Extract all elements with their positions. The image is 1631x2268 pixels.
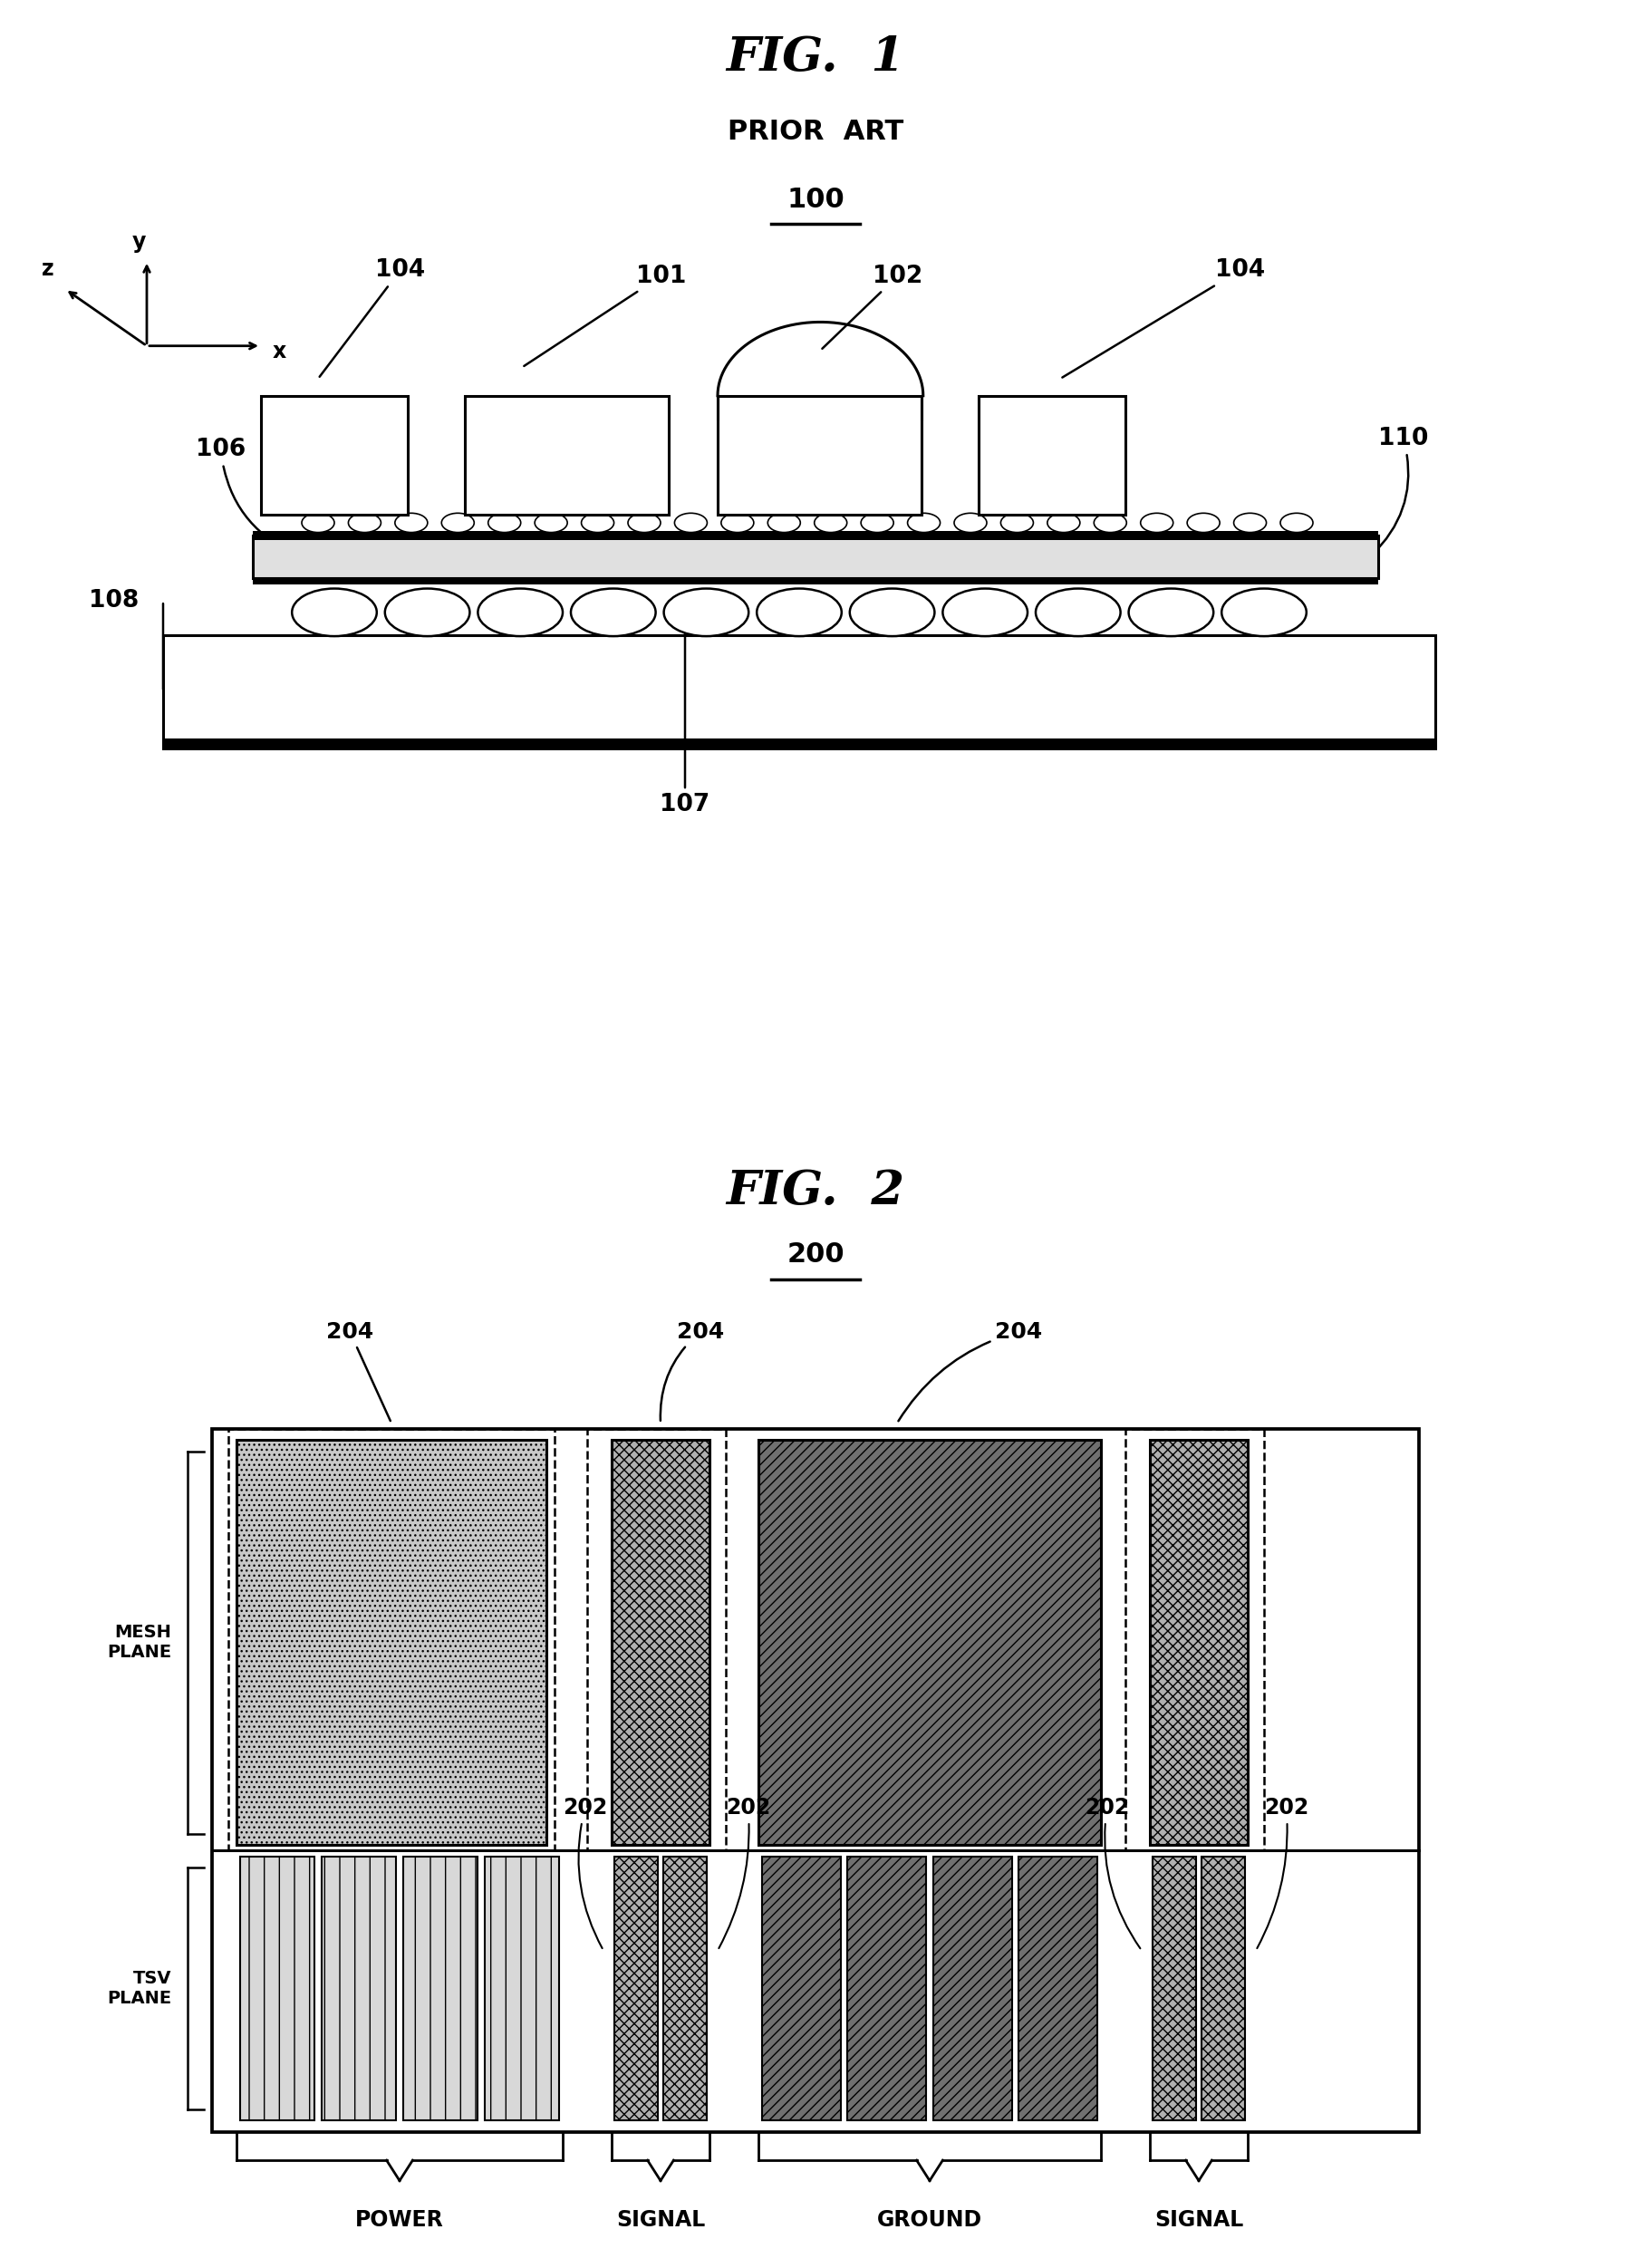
Bar <box>1151 1855 1196 2121</box>
Bar <box>261 397 408 515</box>
Text: 104: 104 <box>320 259 426 376</box>
Bar <box>240 1855 315 2121</box>
Text: SIGNAL: SIGNAL <box>1155 2209 1243 2232</box>
Text: 204: 204 <box>326 1320 390 1420</box>
Text: 202: 202 <box>1085 1796 1140 1948</box>
Ellipse shape <box>478 587 563 637</box>
Bar <box>228 1429 555 1851</box>
Ellipse shape <box>535 513 568 533</box>
Bar <box>933 1855 1011 2121</box>
Bar <box>1125 1429 1264 1851</box>
Bar <box>612 1440 709 1846</box>
Bar <box>718 397 922 515</box>
Ellipse shape <box>1222 587 1306 637</box>
Bar <box>163 739 1435 748</box>
Text: 104: 104 <box>1062 259 1266 376</box>
Bar <box>979 397 1125 515</box>
Text: 204: 204 <box>899 1320 1042 1422</box>
Text: 100: 100 <box>786 188 845 213</box>
Ellipse shape <box>1233 513 1266 533</box>
Text: SIGNAL: SIGNAL <box>617 2209 705 2232</box>
Ellipse shape <box>943 587 1028 637</box>
Bar <box>163 635 1435 748</box>
Text: 107: 107 <box>661 615 709 816</box>
Ellipse shape <box>302 513 334 533</box>
Ellipse shape <box>814 513 846 533</box>
Ellipse shape <box>1129 587 1213 637</box>
Text: 202: 202 <box>719 1796 770 1948</box>
Ellipse shape <box>349 513 382 533</box>
Ellipse shape <box>768 513 801 533</box>
Bar <box>1018 1855 1098 2121</box>
Ellipse shape <box>1187 513 1220 533</box>
Text: x: x <box>272 340 285 363</box>
Ellipse shape <box>954 513 987 533</box>
Bar <box>758 1440 1101 1846</box>
Text: FIG.  1: FIG. 1 <box>726 34 905 79</box>
Text: 108: 108 <box>88 590 139 612</box>
Ellipse shape <box>1280 513 1313 533</box>
Bar <box>484 1855 559 2121</box>
Bar <box>848 1855 926 2121</box>
Text: PRIOR  ART: PRIOR ART <box>727 120 904 145</box>
Ellipse shape <box>581 513 613 533</box>
Ellipse shape <box>1094 513 1127 533</box>
Ellipse shape <box>488 513 520 533</box>
Text: y: y <box>132 231 145 254</box>
Bar <box>236 1440 546 1846</box>
Bar <box>465 397 669 515</box>
Text: 106: 106 <box>196 438 300 556</box>
Text: z: z <box>41 259 54 281</box>
Bar <box>403 1855 478 2121</box>
Bar <box>762 1855 842 2121</box>
Text: POWER: POWER <box>356 2209 444 2232</box>
Ellipse shape <box>907 513 939 533</box>
Text: TSV
PLANE: TSV PLANE <box>106 1971 171 2007</box>
Ellipse shape <box>850 587 935 637</box>
Text: FIG.  2: FIG. 2 <box>726 1168 905 1213</box>
Text: 204: 204 <box>661 1320 724 1420</box>
Ellipse shape <box>1047 513 1080 533</box>
Text: 202: 202 <box>1258 1796 1308 1948</box>
Ellipse shape <box>757 587 842 637</box>
Text: 102: 102 <box>822 265 923 349</box>
Bar <box>1200 1855 1246 2121</box>
Bar <box>613 1855 659 2121</box>
Bar <box>212 1429 1419 2132</box>
Bar <box>321 1855 396 2121</box>
Ellipse shape <box>664 587 749 637</box>
Text: MESH
PLANE: MESH PLANE <box>106 1624 171 1660</box>
Bar <box>253 531 1378 540</box>
Ellipse shape <box>395 513 427 533</box>
Ellipse shape <box>385 587 470 637</box>
Ellipse shape <box>571 587 656 637</box>
Ellipse shape <box>442 513 475 533</box>
Text: 101: 101 <box>524 265 687 365</box>
Ellipse shape <box>721 513 754 533</box>
Bar <box>1150 1440 1248 1846</box>
Bar <box>253 535 1378 578</box>
Text: 200: 200 <box>786 1243 845 1268</box>
Text: 110: 110 <box>1372 426 1429 556</box>
Ellipse shape <box>675 513 708 533</box>
Text: 202: 202 <box>563 1796 607 1948</box>
Ellipse shape <box>861 513 894 533</box>
Ellipse shape <box>628 513 661 533</box>
Bar <box>662 1855 708 2121</box>
Ellipse shape <box>292 587 377 637</box>
Text: GROUND: GROUND <box>877 2209 982 2232</box>
Bar <box>253 576 1378 585</box>
Ellipse shape <box>1001 513 1034 533</box>
Bar <box>587 1429 726 1851</box>
Ellipse shape <box>1036 587 1120 637</box>
Ellipse shape <box>1140 513 1173 533</box>
